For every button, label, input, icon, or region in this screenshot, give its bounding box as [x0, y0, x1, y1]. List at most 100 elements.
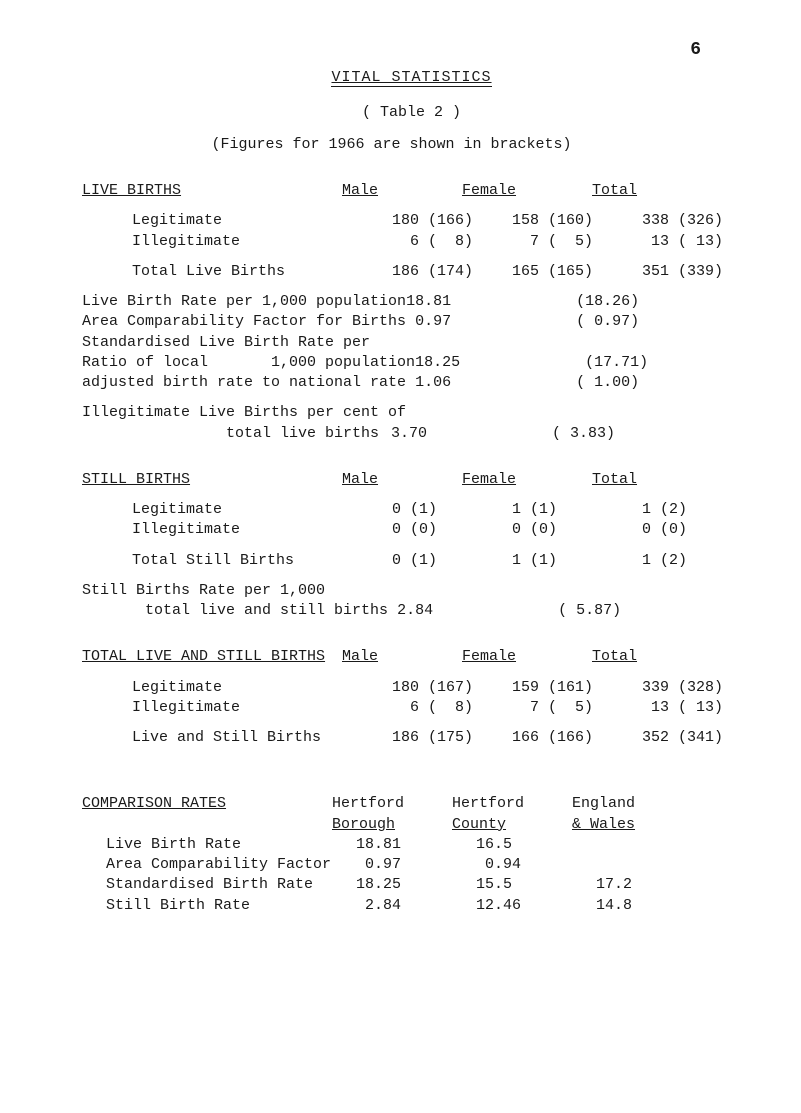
tls-legit-t: 339 (328) — [642, 678, 762, 698]
legit-m: 180 (166) — [392, 211, 512, 231]
comp-col3b: & Wales — [572, 816, 635, 833]
tls-total-t: 352 (341) — [642, 728, 762, 748]
title-text: VITAL STATISTICS — [331, 69, 491, 87]
adj-f: 1.06 — [406, 373, 576, 393]
still-births-section: STILL BIRTHS Male Female Total Legitimat… — [82, 470, 741, 622]
live-rate-f: 18.81 — [406, 292, 576, 312]
ill-t: ( 3.83) — [552, 424, 672, 444]
comp-r2-label: Area Comparability Factor — [82, 855, 356, 875]
total-ls-section: TOTAL LIVE AND STILL BIRTHS Male Female … — [82, 647, 741, 748]
comp-r1-3 — [596, 835, 716, 855]
tls-col-female: Female — [462, 648, 516, 665]
sb-total-t: 1 (2) — [642, 551, 762, 571]
comp-col3a: England — [572, 794, 692, 814]
comp-r2-2: 0.94 — [476, 855, 596, 875]
col-total: Total — [592, 182, 637, 199]
live-births-section: LIVE BIRTHS Male Female Total Legitimate… — [82, 181, 741, 444]
sb-col-total: Total — [592, 471, 637, 488]
comp-col2b: County — [452, 816, 506, 833]
comp-r2-3 — [596, 855, 716, 875]
tls-illegit-t: 13 ( 13) — [642, 698, 762, 718]
page-number: 6 — [82, 38, 701, 62]
sb-col-female: Female — [462, 471, 516, 488]
sb-total-m: 0 (1) — [392, 551, 512, 571]
legit-label: Legitimate — [82, 211, 392, 231]
total-ls-heading: TOTAL LIVE AND STILL BIRTHS — [82, 648, 325, 665]
area-t: ( 0.97) — [576, 312, 696, 332]
title: VITAL STATISTICS — [82, 68, 741, 88]
ill-f: 3.70 — [382, 424, 552, 444]
ill-label2: total live births — [82, 424, 382, 444]
comparison-section: COMPARISON RATES Hertford Hertford Engla… — [82, 794, 741, 916]
sb-total-f: 1 (1) — [512, 551, 642, 571]
std-t: (17.71) — [585, 353, 705, 373]
illegit-t: 13 ( 13) — [642, 232, 762, 252]
legit-t: 338 (326) — [642, 211, 762, 231]
illegit-f: 7 ( 5) — [512, 232, 642, 252]
comparison-heading: COMPARISON RATES — [82, 795, 226, 812]
comp-r3-2: 15.5 — [476, 875, 596, 895]
illegit-m: 6 ( 8) — [392, 232, 512, 252]
intro: (Figures for 1966 are shown in brackets) — [42, 135, 741, 155]
std-f: 18.25 — [415, 353, 585, 373]
tls-total-label: Live and Still Births — [82, 728, 392, 748]
total-live-label: Total Live Births — [82, 262, 392, 282]
legit-f: 158 (160) — [512, 211, 642, 231]
comp-r3-3: 17.2 — [596, 875, 716, 895]
total-live-t: 351 (339) — [642, 262, 762, 282]
adj-t: ( 1.00) — [576, 373, 696, 393]
std-label2: Ratio of local 1,000 population — [82, 353, 415, 373]
area-label: Area Comparability Factor for Births — [82, 312, 406, 332]
std-label1: Standardised Live Birth Rate per — [82, 333, 382, 353]
tls-illegit-f: 7 ( 5) — [512, 698, 642, 718]
sb-illegit-t: 0 (0) — [642, 520, 762, 540]
comp-r1-2: 16.5 — [476, 835, 596, 855]
sb-illegit-label: Illegitimate — [82, 520, 392, 540]
comp-r4-2: 12.46 — [476, 896, 596, 916]
sb-legit-label: Legitimate — [82, 500, 392, 520]
tls-total-m: 186 (175) — [392, 728, 512, 748]
live-rate-t: (18.26) — [576, 292, 696, 312]
comp-r4-3: 14.8 — [596, 896, 716, 916]
ill-label1: Illegitimate Live Births per cent of — [82, 403, 406, 423]
total-live-f: 165 (165) — [512, 262, 642, 282]
illegit-label: Illegitimate — [82, 232, 392, 252]
subtitle: ( Table 2 ) — [82, 103, 741, 123]
area-f: 0.97 — [406, 312, 576, 332]
sb-rate-label2: total live and still births — [82, 601, 388, 621]
col-female: Female — [462, 182, 516, 199]
live-births-heading: LIVE BIRTHS — [82, 182, 181, 199]
comp-col1a: Hertford — [332, 794, 452, 814]
tls-legit-m: 180 (167) — [392, 678, 512, 698]
total-live-m: 186 (174) — [392, 262, 512, 282]
adj-label: adjusted birth rate to national rate — [82, 373, 406, 393]
live-rate-label: Live Birth Rate per 1,000 population — [82, 292, 406, 312]
sb-legit-f: 1 (1) — [512, 500, 642, 520]
comp-r1-label: Live Birth Rate — [82, 835, 356, 855]
comp-r2-1: 0.97 — [356, 855, 476, 875]
tls-legit-f: 159 (161) — [512, 678, 642, 698]
sb-rate-t: ( 5.87) — [558, 601, 678, 621]
tls-col-total: Total — [592, 648, 637, 665]
tls-illegit-m: 6 ( 8) — [392, 698, 512, 718]
sb-illegit-f: 0 (0) — [512, 520, 642, 540]
tls-legit-label: Legitimate — [82, 678, 392, 698]
sb-legit-t: 1 (2) — [642, 500, 762, 520]
comp-r4-1: 2.84 — [356, 896, 476, 916]
sb-rate-label1: Still Births Rate per 1,000 — [82, 581, 382, 601]
sb-total-label: Total Still Births — [82, 551, 392, 571]
comp-col2a: Hertford — [452, 794, 572, 814]
comp-col1b: Borough — [332, 816, 395, 833]
comp-r3-1: 18.25 — [356, 875, 476, 895]
comp-r3-label: Standardised Birth Rate — [82, 875, 356, 895]
comp-r4-label: Still Birth Rate — [82, 896, 356, 916]
still-births-heading: STILL BIRTHS — [82, 471, 190, 488]
comp-r1-1: 18.81 — [356, 835, 476, 855]
col-male: Male — [342, 182, 378, 199]
sb-col-male: Male — [342, 471, 378, 488]
sb-rate-f: 2.84 — [388, 601, 558, 621]
tls-col-male: Male — [342, 648, 378, 665]
sb-legit-m: 0 (1) — [392, 500, 512, 520]
tls-total-f: 166 (166) — [512, 728, 642, 748]
tls-illegit-label: Illegitimate — [82, 698, 392, 718]
